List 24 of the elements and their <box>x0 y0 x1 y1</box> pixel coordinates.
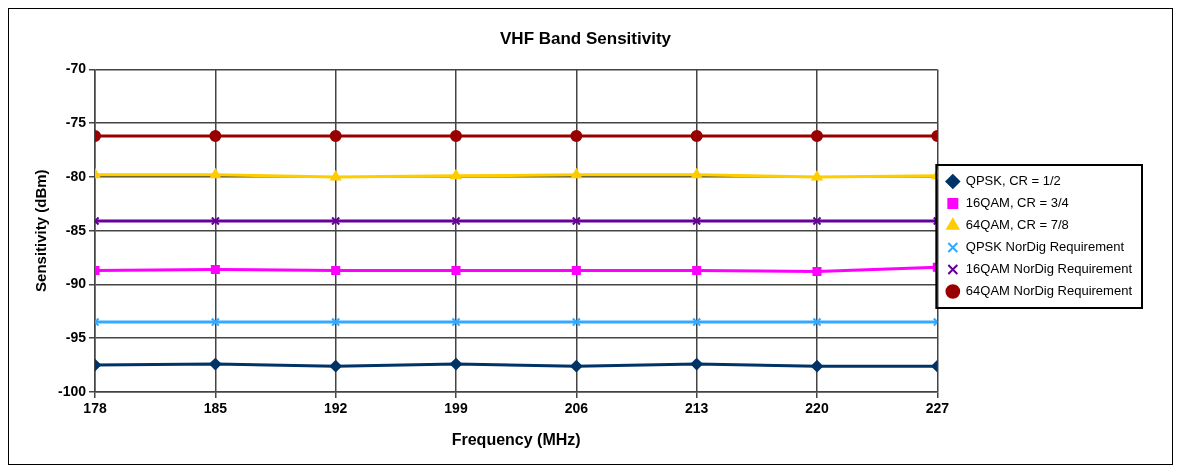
x-tick-label: 185 <box>203 400 228 417</box>
x-tick-label: 206 <box>564 400 589 417</box>
x-tick-label: 199 <box>444 400 468 417</box>
x-tick-label: 192 <box>324 400 348 417</box>
chart-title: VHF Band Sensitivity <box>500 28 672 48</box>
legend-label: 16QAM, CR = 3/4 <box>965 195 1069 211</box>
y-tick-label: -75 <box>65 114 87 131</box>
y-tick-label: -70 <box>65 60 87 77</box>
y-tick-label: -100 <box>57 382 87 399</box>
y-tick-label: -95 <box>65 329 87 346</box>
y-axis-title: Sensitivity (dBm) <box>32 169 50 292</box>
x-tick-label: 220 <box>805 400 829 417</box>
x-tick-label: 213 <box>684 400 709 417</box>
x-tick-label: 178 <box>83 400 107 417</box>
y-tick-label: -80 <box>65 167 87 184</box>
x-tick-label: 227 <box>925 400 950 417</box>
legend-label: 64QAM NorDig Requirement <box>965 283 1133 299</box>
legend-label: QPSK, CR = 1/2 <box>965 173 1061 189</box>
x-axis-title: Frequency (MHz) <box>451 430 581 448</box>
legend-label: QPSK NorDig Requirement <box>965 239 1125 255</box>
legend-label: 16QAM NorDig Requirement <box>965 261 1133 277</box>
y-tick-label: -85 <box>65 221 87 238</box>
legend-label: 64QAM, CR = 7/8 <box>965 217 1069 233</box>
y-tick-label: -90 <box>65 275 87 292</box>
